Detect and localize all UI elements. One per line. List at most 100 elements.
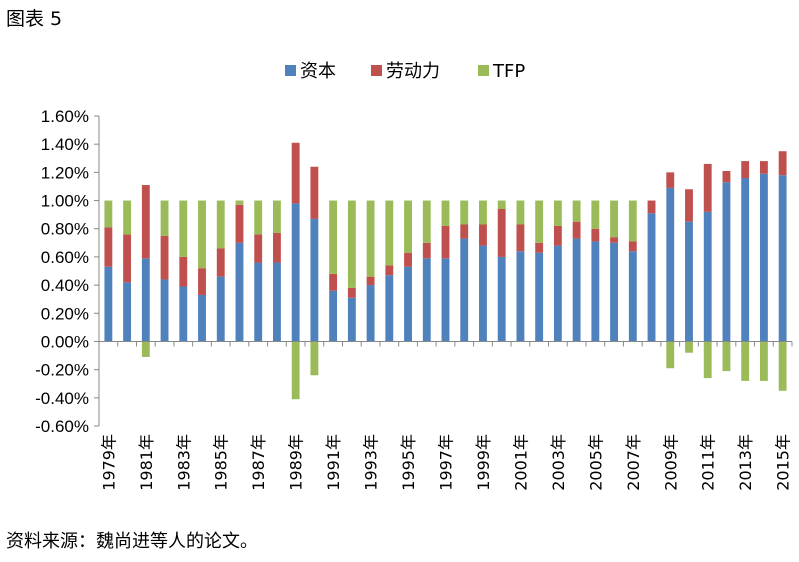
y-axis: -0.60% -0.40% -0.20% 0.00% 0.20% 0.40% 0.60% 0.… <box>35 107 100 436</box>
legend-label-劳动力: 劳动力 <box>386 61 440 82</box>
bar-TFP-1991年 <box>329 200 338 274</box>
bar-TFP-1992年 <box>347 200 356 288</box>
y-tick-label: 0.20% <box>41 304 89 323</box>
bar-资本-2001年 <box>516 251 525 342</box>
bar-劳动力-1981年 <box>141 185 150 259</box>
bar-资本-1999年 <box>479 245 487 342</box>
bar-资本-2007年 <box>628 251 637 342</box>
bar-劳动力-1987年 <box>254 234 263 263</box>
bar-TFP-2014年 <box>759 341 768 381</box>
bar-资本-2002年 <box>535 252 544 342</box>
bar-劳动力-2011年 <box>703 163 712 212</box>
y-tick-label: 1.60% <box>41 107 89 126</box>
bar-劳动力-1999年 <box>479 224 487 246</box>
bar-资本-2000年 <box>497 256 506 342</box>
x-tick-label: 1997年 <box>437 434 456 491</box>
bar-TFP-1989年 <box>291 341 300 400</box>
bar-资本-1985年 <box>216 276 225 342</box>
bar-劳动力-1994年 <box>385 265 394 276</box>
bar-TFP-2004年 <box>572 200 581 222</box>
bar-劳动力-1982年 <box>160 235 169 280</box>
bar-劳动力-2010年 <box>685 189 693 222</box>
bar-劳动力-2012年 <box>722 170 731 183</box>
bar-资本-1991年 <box>329 290 338 342</box>
bar-资本-2012年 <box>722 182 731 342</box>
bar-TFP-1980年 <box>123 200 132 235</box>
legend-label-TFP: TFP <box>492 61 525 82</box>
bar-资本-1989年 <box>291 203 300 342</box>
bar-资本-2010年 <box>685 221 693 342</box>
y-tick-label: -0.20% <box>35 361 89 380</box>
bar-劳动力-1991年 <box>329 273 338 291</box>
bar-劳动力-1985年 <box>216 248 225 277</box>
y-tick-label: -0.40% <box>35 389 89 408</box>
x-tick-label: 1983年 <box>174 434 193 491</box>
bar-TFP-1979年 <box>104 200 113 228</box>
x-tick-label: 1985年 <box>212 434 231 491</box>
bar-劳动力-1993年 <box>366 276 375 286</box>
bar-TFP-2015年 <box>778 341 787 391</box>
bar-TFP-2003年 <box>553 200 562 226</box>
bar-资本-2014年 <box>759 173 768 342</box>
bar-劳动力-1984年 <box>198 268 206 295</box>
y-tick-label: -0.60% <box>35 417 89 436</box>
bar-TFP-1982年 <box>160 200 169 236</box>
bar-TFP-1997年 <box>441 200 450 226</box>
bar-TFP-1981年 <box>141 341 150 357</box>
bar-TFP-1994年 <box>385 200 394 266</box>
x-tick-label: 2013年 <box>736 434 755 491</box>
bar-TFP-2001年 <box>516 200 525 225</box>
x-tick-label: 1981年 <box>137 434 156 491</box>
bar-资本-1986年 <box>235 242 244 342</box>
bar-资本-1988年 <box>272 262 281 342</box>
bar-资本-1992年 <box>347 297 356 342</box>
bar-劳动力-1995年 <box>404 252 412 267</box>
bar-资本-1979年 <box>104 266 113 342</box>
bar-TFP-1984年 <box>198 200 206 269</box>
x-tick-label: 1991年 <box>324 434 343 491</box>
bar-劳动力-2009年 <box>666 172 675 188</box>
bar-资本-1987年 <box>254 262 263 342</box>
bar-劳动力-1989年 <box>291 142 300 204</box>
bar-劳动力-1983年 <box>179 256 188 287</box>
bar-TFP-1999年 <box>479 200 487 225</box>
bar-资本-2009年 <box>666 187 675 342</box>
bar-TFP-1995年 <box>404 200 412 253</box>
bar-TFP-2002年 <box>535 200 544 243</box>
bar-资本-2015年 <box>778 175 787 342</box>
y-tick-label: 1.20% <box>41 163 89 182</box>
bar-劳动力-2005年 <box>591 228 600 242</box>
bar-劳动力-2008年 <box>647 200 656 214</box>
bar-劳动力-1980年 <box>123 234 132 283</box>
legend-label-资本: 资本 <box>300 61 336 82</box>
bar-劳动力-1990年 <box>310 166 319 219</box>
figure-label: 图表 5 <box>6 8 63 30</box>
y-tick-label: 0.60% <box>41 248 89 267</box>
bar-劳动力-2015年 <box>778 151 787 176</box>
bar-资本-1990年 <box>310 218 319 342</box>
bar-劳动力-2001年 <box>516 224 525 252</box>
bar-TFP-1988年 <box>272 200 281 233</box>
bar-劳动力-2002年 <box>535 242 544 253</box>
bar-劳动力-1998年 <box>460 224 469 239</box>
bar-资本-2006年 <box>610 242 619 342</box>
bar-资本-1995年 <box>404 266 412 342</box>
bar-资本-1997年 <box>441 258 450 342</box>
bar-资本-1982年 <box>160 279 169 342</box>
bar-TFP-2000年 <box>497 200 506 209</box>
bar-资本-2013年 <box>741 178 750 342</box>
bar-劳动力-1986年 <box>235 204 244 243</box>
bar-劳动力-1988年 <box>272 232 281 263</box>
x-tick-label: 1995年 <box>399 434 418 491</box>
bar-TFP-1993年 <box>366 200 375 277</box>
bar-劳动力-2003年 <box>553 225 562 246</box>
bar-劳动力-2004年 <box>572 221 581 239</box>
bar-劳动力-2014年 <box>759 161 768 174</box>
bar-资本-1983年 <box>179 286 188 342</box>
bars-layer <box>104 142 787 400</box>
x-tick-label: 1993年 <box>362 434 381 491</box>
bar-TFP-2005年 <box>591 200 600 229</box>
legend-swatch-劳动力 <box>371 65 382 76</box>
bar-TFP-2009年 <box>666 341 675 369</box>
